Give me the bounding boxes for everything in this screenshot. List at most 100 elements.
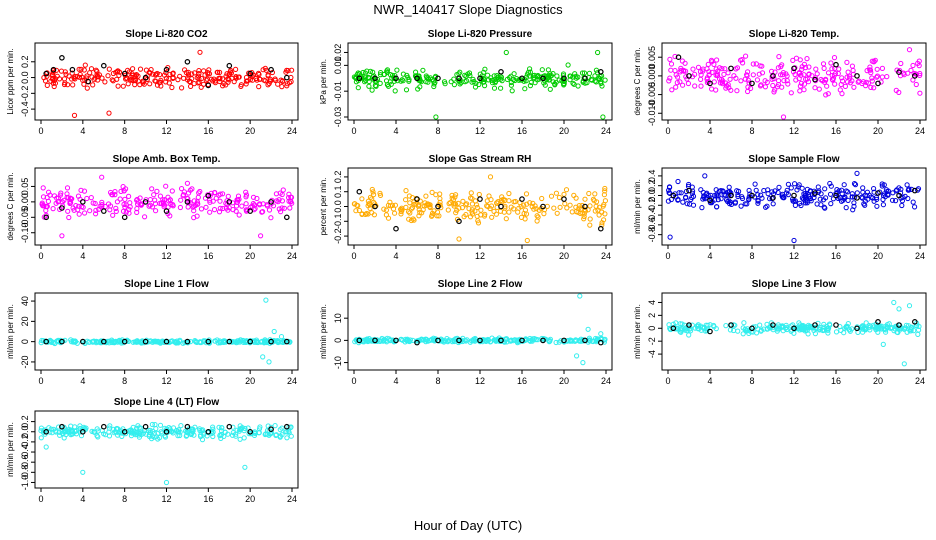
outlier-point	[456, 236, 462, 242]
data-point	[888, 325, 894, 331]
reference-point	[205, 82, 212, 89]
reference-point	[393, 337, 399, 344]
data-point	[821, 65, 827, 72]
data-point	[123, 209, 129, 215]
data-point	[356, 207, 362, 214]
data-point	[384, 67, 391, 73]
data-point	[785, 81, 791, 87]
data-point	[674, 80, 680, 86]
data-point	[367, 205, 373, 211]
reference-point	[749, 192, 755, 199]
data-point	[468, 190, 474, 196]
data-point	[431, 83, 437, 90]
data-point	[121, 188, 127, 194]
reference-point	[435, 75, 441, 82]
data-point	[181, 189, 187, 195]
data-point	[88, 66, 95, 72]
data-point	[472, 198, 478, 204]
data-point	[839, 75, 845, 81]
data-point	[678, 190, 684, 196]
data-point	[425, 202, 431, 208]
y-tick-label: 0	[647, 326, 657, 331]
data-point	[452, 201, 458, 207]
data-point	[48, 426, 54, 432]
data-point	[689, 322, 695, 328]
data-point	[207, 340, 213, 346]
x-tick-label: 20	[559, 376, 569, 386]
data-point	[213, 195, 219, 201]
data-point	[154, 70, 160, 77]
data-point	[841, 182, 847, 188]
data-point	[799, 185, 805, 191]
reference-point	[268, 338, 274, 345]
data-point	[284, 435, 290, 441]
outlier-point	[524, 237, 530, 244]
reference-point	[561, 337, 567, 344]
data-point	[87, 70, 93, 76]
data-point	[459, 205, 465, 211]
outlier-point	[667, 234, 673, 240]
data-point	[65, 82, 71, 88]
data-point	[132, 428, 138, 434]
data-point	[113, 208, 119, 214]
y-tick-label: -0.2	[20, 434, 30, 450]
data-point	[365, 338, 371, 345]
data-point	[192, 338, 198, 344]
data-point	[157, 422, 164, 428]
data-point	[673, 72, 679, 78]
data-point	[399, 336, 405, 343]
data-point	[672, 53, 678, 60]
data-point	[76, 211, 82, 217]
data-point	[804, 327, 810, 333]
reference-point	[519, 75, 525, 82]
data-point	[714, 57, 720, 63]
data-point	[832, 81, 838, 87]
data-point	[776, 54, 782, 60]
data-point	[53, 200, 59, 206]
data-point	[596, 212, 602, 218]
x-tick-label: 12	[161, 126, 171, 136]
data-point	[602, 185, 608, 192]
series-points	[41, 49, 295, 119]
data-point	[842, 83, 849, 90]
data-point	[136, 339, 142, 345]
data-point	[120, 83, 126, 89]
y-axis-label: ml/min per min.	[6, 422, 15, 477]
data-point	[534, 213, 540, 219]
data-point	[765, 191, 771, 197]
data-point	[236, 212, 242, 218]
data-point	[450, 201, 457, 207]
data-point	[437, 191, 443, 197]
data-point	[216, 424, 222, 430]
data-point	[57, 432, 63, 438]
data-point	[78, 66, 84, 72]
data-point	[371, 192, 377, 198]
data-point	[383, 207, 389, 213]
data-point	[482, 83, 488, 89]
data-point	[210, 424, 216, 430]
data-point	[377, 72, 384, 78]
x-tick-label: 4	[80, 376, 85, 386]
data-point	[581, 216, 587, 222]
data-point	[879, 181, 885, 187]
data-point	[82, 62, 88, 68]
data-point	[745, 77, 752, 83]
data-point	[697, 69, 704, 75]
y-tick-label: 0.0	[333, 200, 343, 213]
data-point	[265, 73, 271, 79]
outlier-point	[242, 464, 248, 470]
series-points	[665, 170, 922, 244]
data-point	[667, 56, 673, 63]
reference-point	[226, 338, 233, 345]
data-point	[252, 202, 258, 208]
reference-point	[101, 338, 107, 345]
data-point	[698, 83, 704, 89]
data-point	[833, 190, 839, 197]
data-point	[116, 72, 122, 79]
data-point	[394, 67, 400, 73]
data-point	[599, 83, 605, 89]
x-tick-label: 8	[435, 251, 440, 261]
data-point	[174, 428, 180, 434]
data-point	[241, 435, 247, 441]
